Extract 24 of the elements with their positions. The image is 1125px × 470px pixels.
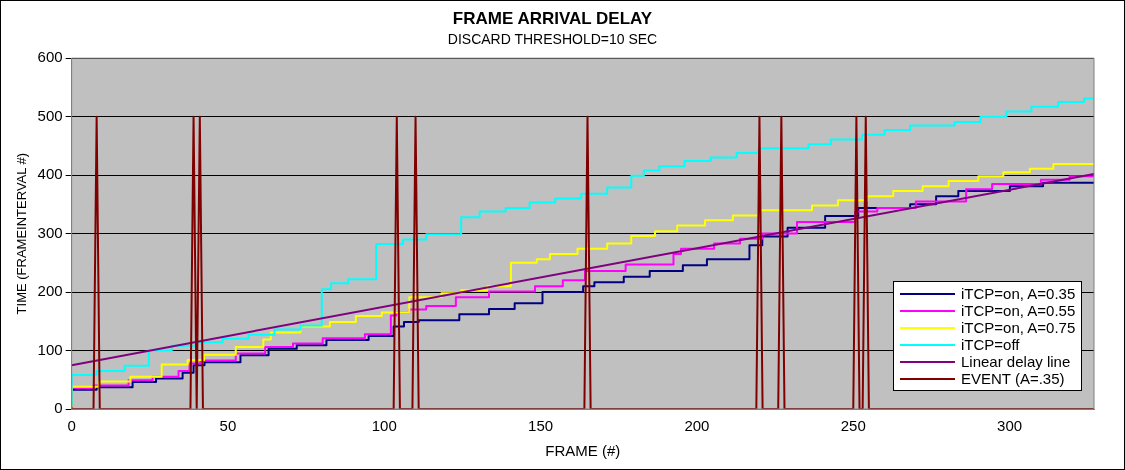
y-tick-label: 100 [37,340,63,358]
x-tick-label: 50 [219,417,237,435]
y-tick-label: 0 [54,399,63,417]
y-tick-label: 200 [37,282,63,300]
legend-label: iTCP=on, A=0.55 [961,302,1076,319]
legend-label: iTCP=off [961,336,1020,353]
chart-title: FRAME ARRIVAL DELAY [452,8,653,28]
x-axis-title: FRAME (#) [545,442,621,460]
y-tick-label: 600 [37,48,63,66]
y-tick-label: 400 [37,165,63,183]
x-tick-label: 200 [684,417,710,435]
legend-label: EVENT (A=.35) [961,370,1065,387]
x-tick-label: 100 [371,417,397,435]
x-tick-label: 0 [67,417,76,435]
chart-subtitle: DISCARD THRESHOLD=10 SEC [447,30,658,47]
y-tick-label: 300 [37,223,63,241]
x-tick-label: 250 [840,417,866,435]
legend-label: iTCP=on, A=0.35 [961,285,1076,302]
x-tick-label: 300 [997,417,1023,435]
legend-label: Linear delay line [961,353,1071,370]
x-tick-label: 150 [528,417,554,435]
y-tick-label: 500 [37,106,63,124]
legend-label: iTCP=on, A=0.75 [961,319,1076,336]
y-axis-title: TIME (FRAMEINTERVAL #) [14,152,30,315]
